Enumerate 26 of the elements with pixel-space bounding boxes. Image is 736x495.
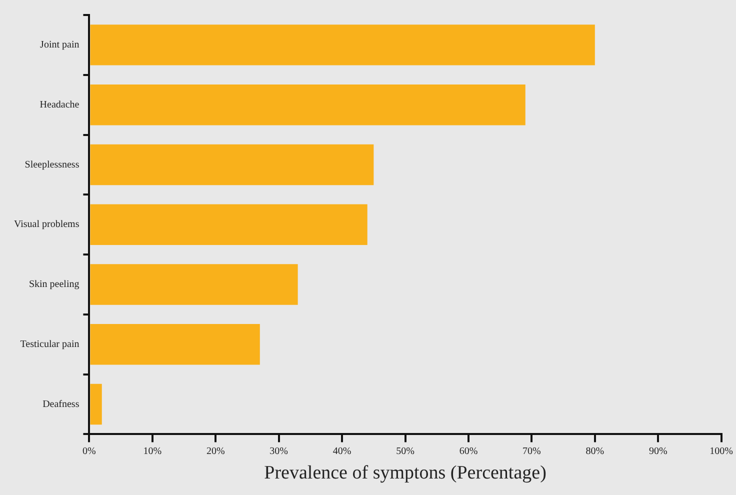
x-tick-label: 10% (143, 446, 162, 457)
x-tick-label: 60% (459, 446, 478, 457)
bar (90, 264, 298, 305)
x-tick-label: 30% (270, 446, 288, 457)
x-tick-label: 50% (396, 446, 414, 457)
x-tick-label: 90% (648, 446, 668, 457)
x-tick-label: 100% (710, 446, 734, 457)
y-tick-label: Deafness (42, 398, 80, 410)
x-tick-label: 0% (82, 446, 96, 457)
y-tick-label: Joint pain (40, 40, 80, 51)
x-tick-label: 40% (332, 446, 352, 457)
bar (90, 24, 595, 66)
y-tick-label: Skin peeling (28, 279, 80, 290)
y-tick-label: Sleeplessness (24, 159, 80, 170)
bar (90, 384, 102, 425)
y-tick-label: Headache (40, 99, 80, 110)
bar (90, 204, 368, 245)
x-tick-label: 20% (206, 446, 225, 457)
bar (90, 144, 374, 186)
x-axis-title: Prevalence of symptons (Percentage) (264, 462, 546, 484)
x-tick-label: 80% (586, 446, 604, 457)
bar (90, 324, 260, 365)
y-tick-label: Visual problems (14, 219, 80, 230)
y-tick-label: Testicular pain (20, 338, 80, 350)
x-tick-label: 70% (522, 446, 541, 457)
bar (90, 84, 526, 126)
